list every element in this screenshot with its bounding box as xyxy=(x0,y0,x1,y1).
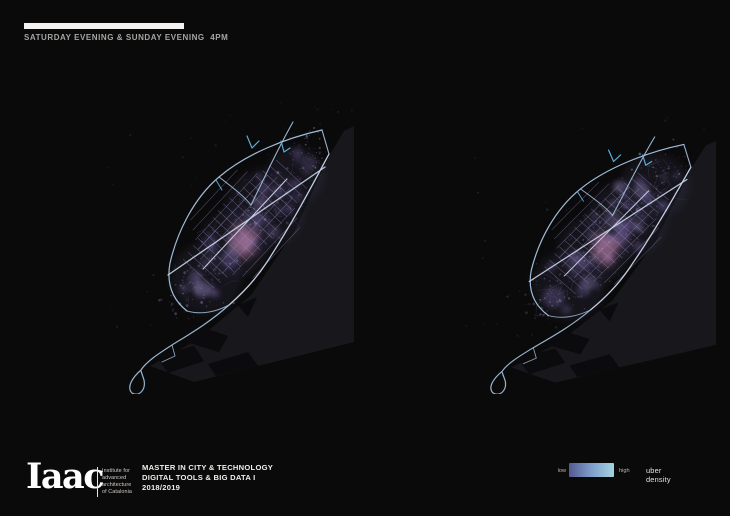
institute-line: Institute for xyxy=(102,468,130,474)
institute-line: architecture xyxy=(102,481,132,488)
legend-low-label: low xyxy=(557,468,566,474)
program-title: MASTER IN CITY & TECHNOLOGY DIGITAL TOOL… xyxy=(142,463,273,492)
iaac-logo: Iaac xyxy=(26,456,105,497)
institute-line: of Catalonia xyxy=(102,488,132,495)
program-line: DIGITAL TOOLS & BIG DATA I xyxy=(142,472,256,482)
legend-gradient-bar xyxy=(569,463,614,477)
legend-high-label: high xyxy=(619,468,630,474)
footer-divider xyxy=(97,467,98,497)
legend-title: uber density xyxy=(646,466,671,484)
title-rule xyxy=(24,23,184,29)
page-title: SATURDAY EVENING & SUNDAY EVENING 4PM xyxy=(24,33,229,42)
uber-density-heatmap-right xyxy=(465,116,716,394)
program-line: MASTER IN CITY & TECHNOLOGY xyxy=(142,463,274,472)
program-line: 2018/2019 xyxy=(142,482,181,492)
institute-line: advanced xyxy=(102,474,127,481)
uber-density-map-saturday xyxy=(98,84,358,394)
uber-density-heatmap-left xyxy=(106,99,354,394)
uber-density-map-sunday xyxy=(459,101,720,394)
institute-name: Institute for advanced architecture of C… xyxy=(102,468,132,496)
